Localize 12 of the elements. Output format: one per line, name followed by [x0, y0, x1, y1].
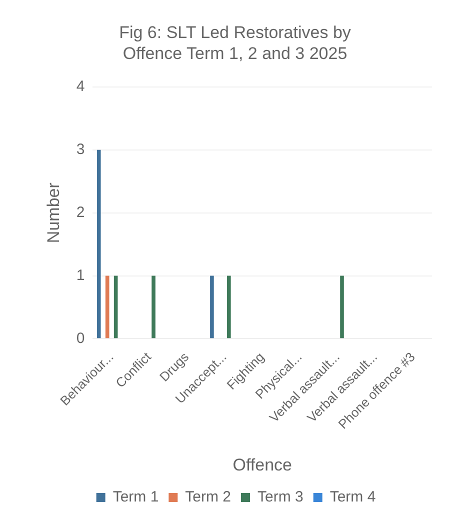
legend-label: Term 4	[330, 488, 376, 506]
y-tick-label: 4	[76, 78, 85, 96]
chart-title: Fig 6: SLT Led Restoratives by Offence Term 1, 2 and 3 2025	[118, 22, 352, 64]
y-axis-title: Number	[44, 182, 63, 244]
legend-label: Term 3	[258, 488, 304, 506]
y-tick-label: 2	[76, 204, 85, 221]
legend-label: Term 1	[112, 488, 159, 506]
y-tick-label: 3	[76, 141, 85, 158]
y-tick-label: 0	[76, 330, 85, 347]
legend-label: Term 2	[185, 488, 231, 506]
y-tick-label: 1	[76, 266, 85, 284]
x-axis-title: Offence	[232, 455, 292, 474]
